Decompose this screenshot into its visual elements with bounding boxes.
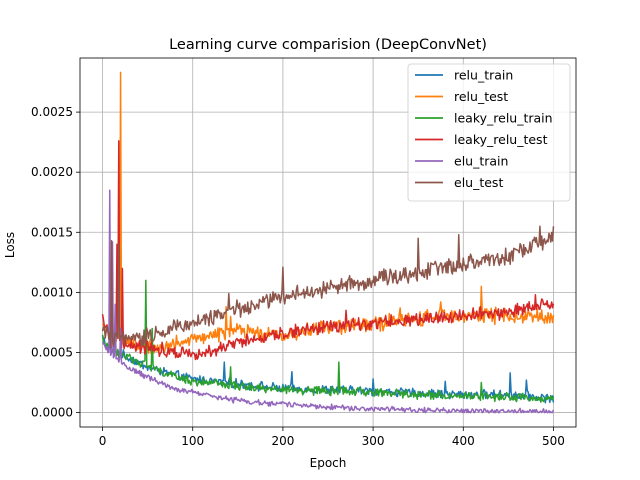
series-line-relu-test bbox=[101, 71, 555, 355]
legend-label: leaky_relu_test bbox=[454, 132, 548, 147]
series-line-elu-test bbox=[101, 225, 555, 349]
x-tick-label: 500 bbox=[542, 434, 565, 448]
y-axis-label: Loss bbox=[3, 232, 17, 258]
series-line-leaky-relu-train bbox=[101, 279, 555, 403]
y-tick-label: 0.0025 bbox=[31, 105, 73, 119]
legend-label: leaky_relu_train bbox=[454, 111, 553, 126]
legend-label: elu_test bbox=[454, 175, 503, 190]
legend-label: relu_test bbox=[454, 89, 508, 104]
legend-box bbox=[407, 63, 571, 202]
x-tick-label: 0 bbox=[99, 434, 107, 448]
y-tick-label: 0.0005 bbox=[31, 345, 73, 359]
chart-title: Learning curve comparision (DeepConvNet) bbox=[169, 37, 487, 53]
series-line-leaky-relu-test bbox=[101, 140, 555, 361]
plot-frame bbox=[79, 57, 577, 428]
series-line-elu-train bbox=[101, 189, 555, 414]
axis-ticks: 0 100 200 300 400 500 0.0000 0.0005 0.0010 0.0015… bbox=[31, 105, 565, 448]
x-axis-label: Epoch bbox=[310, 456, 347, 470]
y-tick-label: 0.0010 bbox=[31, 285, 73, 299]
series-group bbox=[101, 71, 555, 414]
y-tick-label: 0.0015 bbox=[31, 225, 73, 239]
x-tick-label: 300 bbox=[362, 434, 385, 448]
y-tick-label: 0.0000 bbox=[31, 406, 73, 420]
x-tick-label: 200 bbox=[271, 434, 294, 448]
y-tick-label: 0.0020 bbox=[31, 165, 73, 179]
legend-label: relu_train bbox=[454, 68, 513, 83]
legend-label: elu_train bbox=[454, 154, 508, 169]
x-tick-label: 100 bbox=[181, 434, 204, 448]
x-tick-label: 400 bbox=[452, 434, 475, 448]
legend: relu_train relu_test leaky_relu_trainleaky… bbox=[407, 63, 571, 202]
